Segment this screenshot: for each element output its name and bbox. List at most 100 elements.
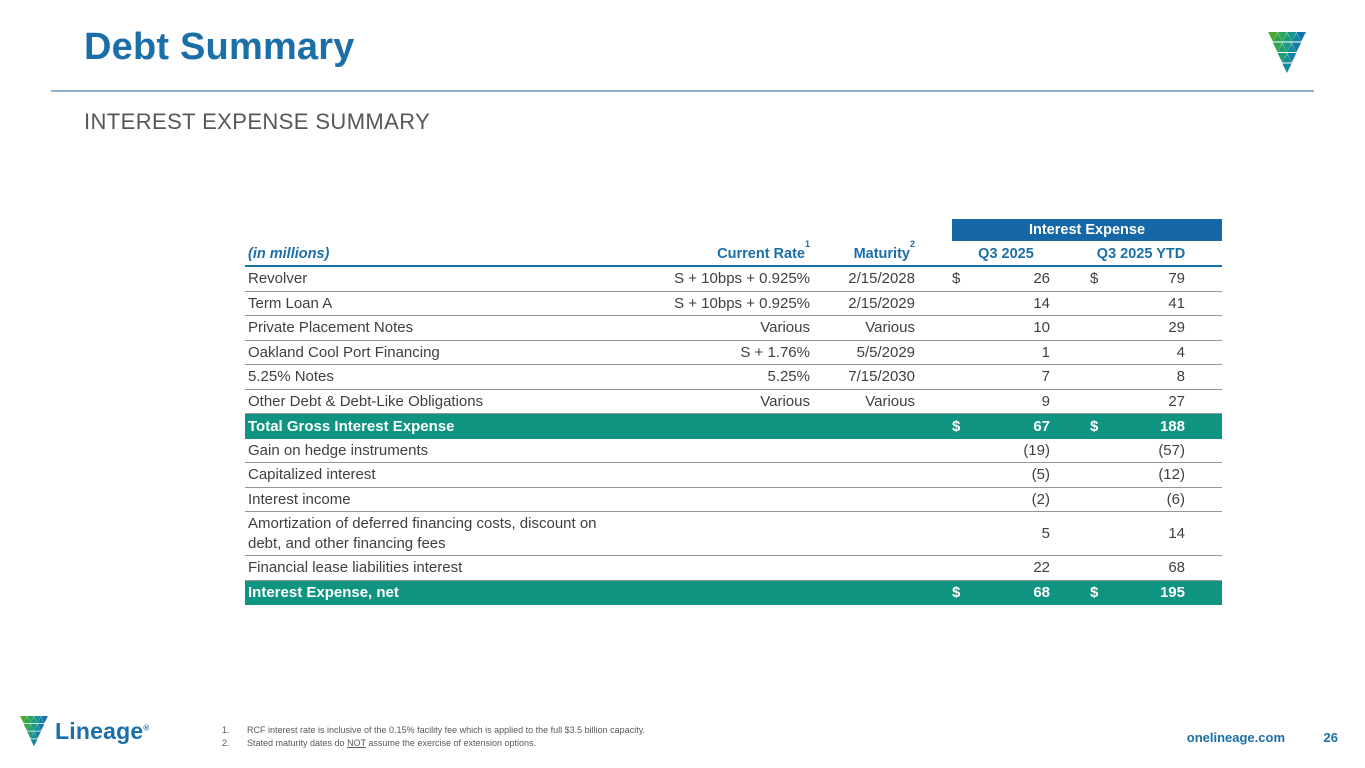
row-label: Capitalized interest [248, 466, 376, 483]
ytd-value: (6) [1166, 490, 1185, 508]
footnote-1-number: 1. [222, 725, 230, 735]
dollar-sign: $ [1090, 584, 1099, 602]
ytd-value: 8 [1176, 368, 1185, 386]
row-maturity: 2/15/2028 [848, 270, 915, 288]
dollar-sign: $ [1090, 417, 1099, 435]
q3-value: 67 [1033, 417, 1050, 435]
row-q3-cell: 22 [952, 559, 1060, 576]
row-q3-cell: (19) [952, 442, 1060, 459]
row-ytd-cell: (57) [1060, 442, 1222, 459]
table-row-total-gross-interest-expense: Total Gross Interest Expense $67 $188 [245, 414, 1222, 439]
col-header-current-rate-text: Current Rate [717, 246, 805, 262]
col-header-q3-2025-ytd: Q3 2025 YTD [1096, 246, 1186, 262]
row-rate: S + 10bps + 0.925% [674, 270, 810, 288]
table-row-term-loan-a: Term Loan A S + 10bps + 0.925% 2/15/2029… [245, 292, 1222, 316]
row-ytd-cell: $195 [1060, 584, 1222, 601]
row-q3-cell: 1 [952, 344, 1060, 361]
row-ytd-cell: (6) [1060, 491, 1222, 508]
footnote-2: 2. Stated maturity dates do NOT assume t… [222, 737, 645, 750]
row-label: Total Gross Interest Expense [248, 417, 455, 435]
row-rate: Various [760, 319, 810, 337]
footnote-1-text: RCF interest rate is inclusive of the 0.… [247, 725, 646, 735]
dollar-sign: $ [952, 417, 961, 435]
lineage-shield-icon-small [20, 716, 48, 747]
q3-value: 10 [1033, 319, 1050, 337]
website-link[interactable]: onelineage.com [1186, 730, 1285, 745]
page-title: Debt Summary [84, 26, 355, 68]
ytd-value: 195 [1159, 584, 1185, 602]
dollar-sign: $ [952, 584, 961, 602]
row-q3-cell: 9 [952, 393, 1060, 410]
dollar-sign: $ [1090, 270, 1099, 288]
row-q3-cell: 14 [952, 295, 1060, 312]
row-q3-cell: (2) [952, 491, 1060, 508]
q3-value: 5 [1041, 525, 1050, 542]
row-label: Amortization of deferred financing costs… [248, 515, 597, 552]
row-ytd-cell: 41 [1060, 295, 1222, 312]
table-row-capitalized-interest: Capitalized interest (5) (12) [245, 463, 1222, 488]
footnote-2-underlined: NOT [347, 738, 366, 748]
row-q3-cell: $67 [952, 418, 1060, 435]
lineage-wordmark-text: Lineage [55, 718, 144, 744]
footnote-2-pre: Stated maturity dates do [247, 738, 348, 748]
col-header-q3-2025: Q3 2025 [978, 246, 1034, 262]
q3-value: (5) [1031, 466, 1050, 484]
row-ytd-cell: 29 [1060, 319, 1222, 336]
registered-mark: ® [143, 723, 150, 733]
row-q3-cell: 5 [952, 525, 1060, 542]
row-ytd-cell: $79 [1060, 270, 1222, 287]
row-label: 5.25% Notes [248, 368, 334, 385]
table-row-private-placement-notes: Private Placement Notes Various Various … [245, 316, 1222, 341]
row-rate: Various [760, 392, 810, 410]
row-maturity: Various [865, 319, 915, 337]
ytd-value: (57) [1158, 441, 1185, 459]
page-number: 26 [1323, 730, 1338, 745]
ytd-value: 14 [1168, 525, 1185, 542]
row-q3-cell: $26 [952, 270, 1060, 287]
ytd-value: 29 [1168, 319, 1185, 337]
row-label: Oakland Cool Port Financing [248, 343, 440, 361]
table-row-revolver: Revolver S + 10bps + 0.925% 2/15/2028 $2… [245, 267, 1222, 292]
q3-value: 68 [1033, 584, 1050, 602]
section-subtitle: INTEREST EXPENSE SUMMARY [84, 109, 431, 134]
row-label: Gain on hedge instruments [248, 441, 429, 459]
row-label: Interest Expense, net [248, 584, 399, 601]
row-maturity: 2/15/2029 [848, 294, 915, 312]
col-header-current-rate: Current Rate1 [620, 239, 810, 262]
row-ytd-cell: 68 [1060, 559, 1222, 576]
interest-expense-banner: Interest Expense [952, 219, 1222, 241]
ytd-value: (12) [1158, 466, 1185, 484]
footnote-ref-2: 2 [909, 239, 915, 250]
table-row-other-debt: Other Debt & Debt-Like Obligations Vario… [245, 390, 1222, 414]
row-label: Financial lease liabilities interest [248, 559, 463, 576]
row-maturity: 7/15/2030 [848, 368, 915, 386]
q3-value: 14 [1033, 294, 1050, 312]
row-rate: 5.25% [767, 368, 810, 386]
lineage-logo: Lineage® [20, 716, 149, 747]
row-q3-cell: 7 [952, 368, 1060, 385]
footnote-1: 1. RCF interest rate is inclusive of the… [222, 724, 645, 737]
ytd-value: 4 [1176, 343, 1185, 361]
interest-expense-table: Interest Expense (in millions) Current R… [245, 219, 1222, 605]
title-divider [51, 90, 1314, 92]
q3-value: 9 [1041, 392, 1050, 410]
table-row-financial-lease: Financial lease liabilities interest 22 … [245, 556, 1222, 581]
col-header-maturity-text: Maturity [853, 246, 910, 262]
row-ytd-cell: 27 [1060, 393, 1222, 410]
table-row-gain-on-hedge: Gain on hedge instruments (19) (57) [245, 439, 1222, 463]
ytd-value: 188 [1159, 417, 1185, 435]
ytd-value: 68 [1168, 559, 1185, 577]
row-label: Other Debt & Debt-Like Obligations [248, 392, 484, 410]
row-maturity: 5/5/2029 [856, 343, 915, 361]
ytd-value: 41 [1168, 294, 1185, 312]
table-row-interest-expense-net: Interest Expense, net $68 $195 [245, 580, 1222, 605]
ytd-value: 79 [1168, 270, 1185, 288]
row-rate: S + 1.76% [740, 343, 810, 361]
row-ytd-cell: 14 [1060, 525, 1222, 542]
table-header-row: (in millions) Current Rate1 Maturity2 Q3… [245, 239, 1222, 267]
row-ytd-cell: 8 [1060, 368, 1222, 385]
q3-value: (19) [1023, 441, 1050, 459]
footnote-2-number: 2. [222, 738, 230, 748]
footnote-2-post: assume the exercise of extension options… [365, 738, 537, 748]
